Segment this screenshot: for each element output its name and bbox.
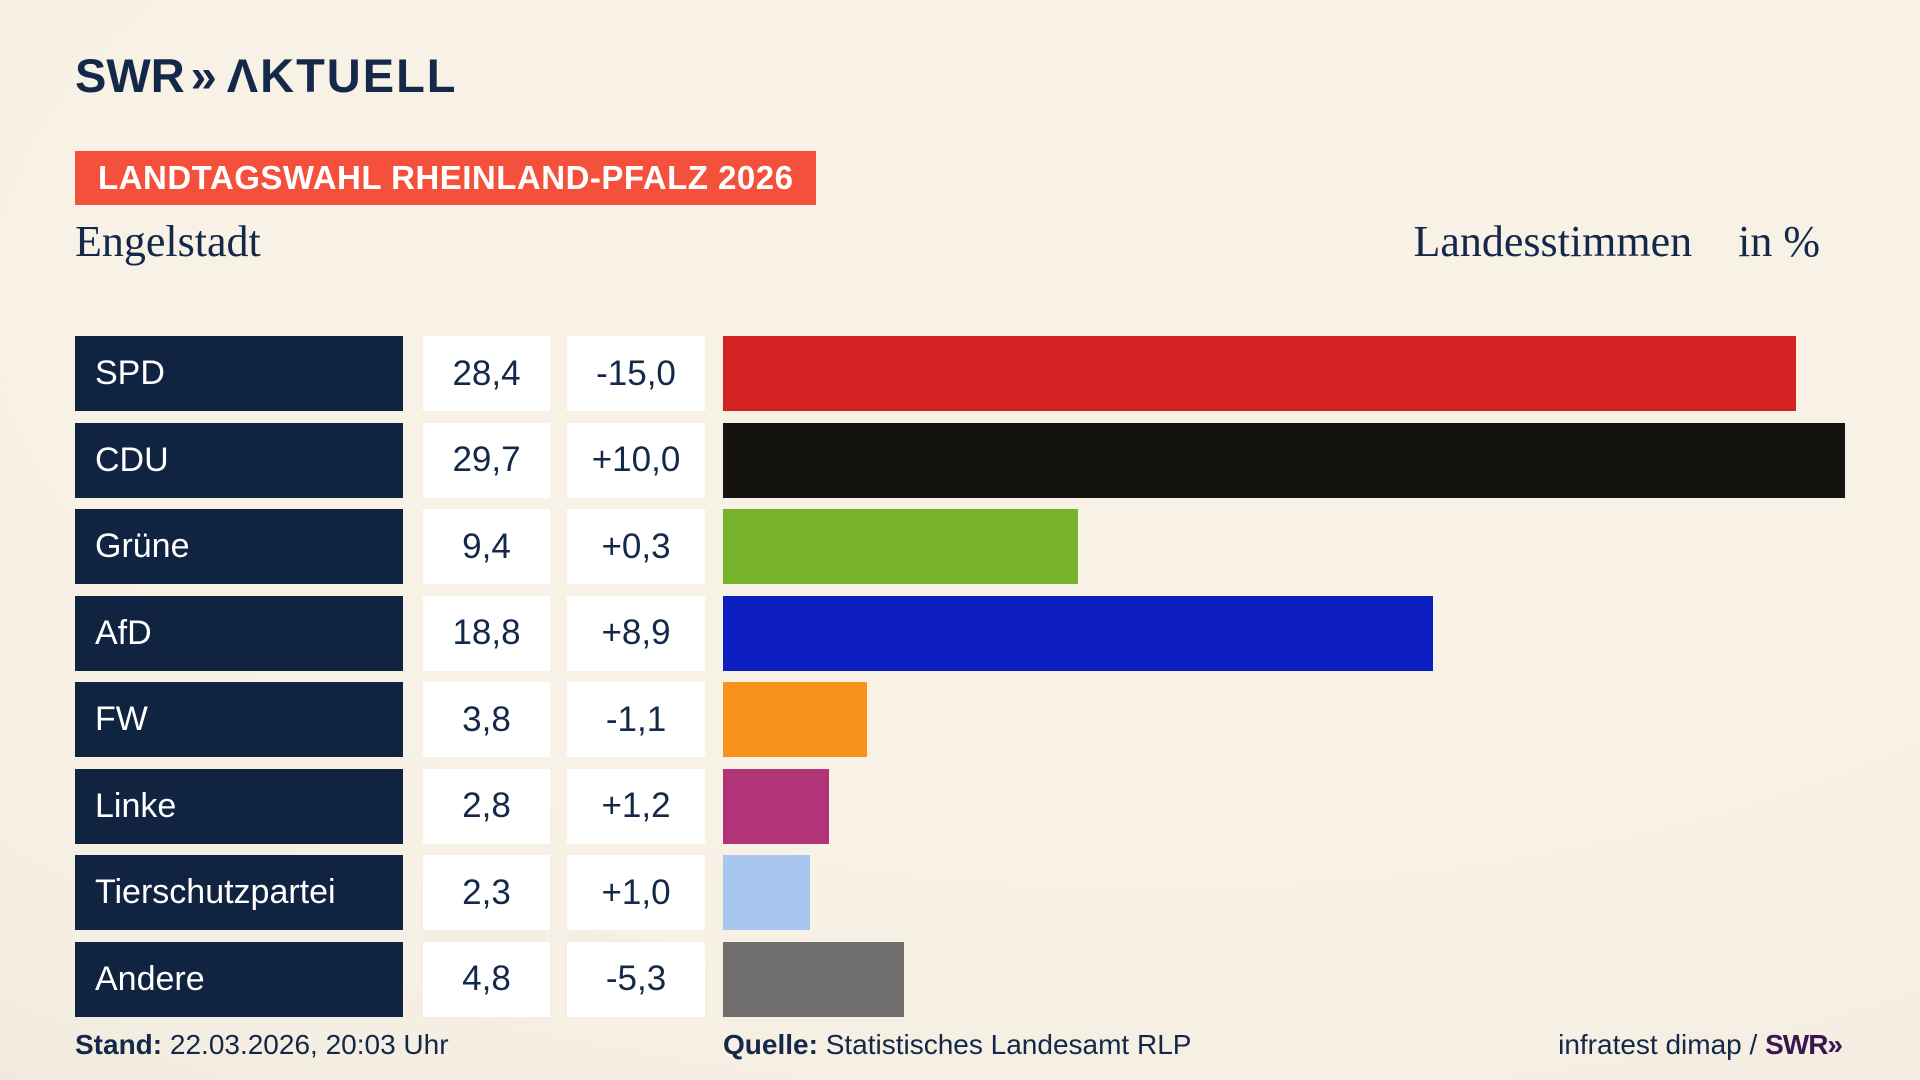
party-label: SPD [75,336,403,411]
party-bar [723,509,1078,584]
party-value: 28,4 [423,336,550,411]
subheading-row: Engelstadt Landesstimmen in % [75,216,1820,267]
bar-area [723,682,1920,757]
bar-area [723,768,1920,844]
table-row: Tierschutzpartei 2,3 +1,0 [75,855,1920,930]
stand-timestamp: Stand: 22.03.2026, 20:03 Uhr [75,1029,449,1061]
results-table: SPD 28,4 -15,0 CDU 29,7 +10,0 Grüne 9,4 +0,3 AfD 1… [75,336,1920,1017]
party-label: FW [75,682,403,757]
table-row: CDU 29,7 +10,0 [75,422,1920,498]
party-change: +0,3 [567,509,705,584]
party-change: -5,3 [567,941,705,1017]
source-note: Quelle: Statistisches Landesamt RLP [723,1029,1191,1061]
party-bar [723,422,1845,498]
party-value: 2,3 [423,855,550,930]
bar-area [723,509,1920,584]
table-row: Grüne 9,4 +0,3 [75,509,1920,584]
bar-area [723,855,1920,930]
party-label: CDU [75,422,403,498]
footer: Stand: 22.03.2026, 20:03 Uhr Quelle: Sta… [75,1029,1843,1063]
logo-chevrons-icon: » [190,49,217,102]
table-row: SPD 28,4 -15,0 [75,336,1920,411]
party-value: 3,8 [423,682,550,757]
measure-label: Landesstimmen [1413,217,1693,266]
party-change: +10,0 [567,422,705,498]
region-title: Engelstadt [75,217,261,266]
measure-title: Landesstimmen in % [1414,216,1821,267]
source-label: Quelle: [723,1029,818,1060]
bar-area [723,336,1920,411]
credit-note: infratest dimap / SWR» [1558,1029,1843,1061]
party-change: +1,0 [567,855,705,930]
source-value: Statistisches Landesamt RLP [825,1029,1192,1060]
party-value: 18,8 [423,595,550,671]
party-value: 29,7 [423,422,550,498]
logo-aktuell-text: ΛKTUELL [226,49,458,102]
credit-text: infratest dimap / [1558,1029,1766,1060]
logo-swr-text: SWR [75,49,185,102]
table-row: Andere 4,8 -5,3 [75,941,1920,1017]
party-label: Andere [75,941,403,1017]
table-row: AfD 18,8 +8,9 [75,595,1920,671]
party-bar [723,682,867,757]
party-change: +8,9 [567,595,705,671]
party-bar [723,595,1433,671]
title-badge: LANDTAGSWAHL RHEINLAND-PFALZ 2026 [75,151,817,205]
table-row: Linke 2,8 +1,2 [75,768,1920,844]
party-change: +1,2 [567,768,705,844]
bar-area [723,422,1920,498]
party-label: AfD [75,595,403,671]
stand-value: 22.03.2026, 20:03 Uhr [169,1029,449,1060]
party-label: Tierschutzpartei [75,855,403,930]
unit-label: in % [1738,217,1820,266]
party-label: Linke [75,768,403,844]
party-bar [723,855,810,930]
party-bar [723,336,1796,411]
bar-area [723,941,1920,1017]
party-value: 2,8 [423,768,550,844]
credit-swr-brand: SWR» [1765,1029,1843,1060]
table-row: FW 3,8 -1,1 [75,682,1920,757]
party-bar [723,768,829,844]
swr-aktuell-logo: SWR» ΛKTUELL [75,52,458,99]
stand-label: Stand: [75,1029,163,1060]
party-change: -15,0 [567,336,705,411]
party-label: Grüne [75,509,403,584]
party-bar [723,941,904,1017]
bar-area [723,595,1920,671]
party-value: 4,8 [423,941,550,1017]
party-change: -1,1 [567,682,705,757]
party-value: 9,4 [423,509,550,584]
